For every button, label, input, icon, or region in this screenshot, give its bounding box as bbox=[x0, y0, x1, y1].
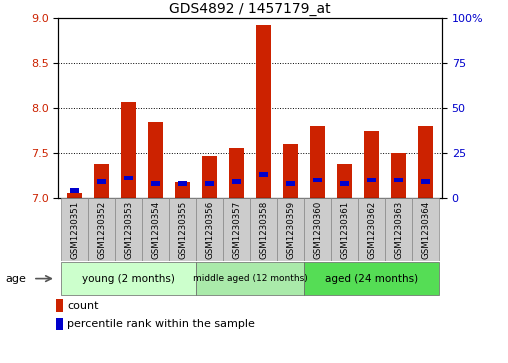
Bar bbox=[175, 182, 190, 198]
Bar bbox=[88, 199, 115, 261]
Bar bbox=[418, 126, 433, 198]
Bar bbox=[259, 172, 268, 177]
Bar bbox=[97, 179, 106, 184]
Bar bbox=[205, 181, 214, 186]
Bar bbox=[178, 181, 187, 186]
Bar bbox=[67, 193, 82, 198]
Text: percentile rank within the sample: percentile rank within the sample bbox=[67, 319, 255, 329]
Text: GSM1230360: GSM1230360 bbox=[313, 200, 322, 259]
Bar bbox=[421, 179, 430, 184]
Bar bbox=[412, 199, 439, 261]
Bar bbox=[61, 262, 196, 295]
Text: GSM1230363: GSM1230363 bbox=[394, 200, 403, 259]
Bar bbox=[232, 179, 241, 184]
Text: middle aged (12 months): middle aged (12 months) bbox=[193, 274, 307, 283]
Bar bbox=[358, 199, 385, 261]
Bar bbox=[277, 199, 304, 261]
Bar bbox=[151, 181, 161, 186]
Text: young (2 months): young (2 months) bbox=[82, 274, 175, 284]
Bar bbox=[340, 181, 350, 186]
Bar bbox=[331, 199, 358, 261]
Bar bbox=[364, 131, 379, 198]
Bar bbox=[124, 176, 134, 180]
Bar bbox=[70, 188, 79, 193]
Bar bbox=[148, 122, 163, 198]
Bar bbox=[385, 199, 412, 261]
Bar bbox=[256, 25, 271, 198]
Bar bbox=[115, 199, 142, 261]
Text: GSM1230358: GSM1230358 bbox=[259, 200, 268, 259]
Bar bbox=[121, 102, 136, 198]
Text: age: age bbox=[5, 274, 26, 284]
Text: GSM1230359: GSM1230359 bbox=[286, 200, 295, 259]
Bar bbox=[94, 164, 109, 198]
Bar bbox=[337, 164, 352, 198]
Bar bbox=[304, 262, 439, 295]
Text: count: count bbox=[67, 301, 99, 311]
Text: GSM1230351: GSM1230351 bbox=[70, 200, 79, 259]
Text: aged (24 months): aged (24 months) bbox=[325, 274, 418, 284]
Bar bbox=[391, 153, 406, 198]
Text: GSM1230357: GSM1230357 bbox=[232, 200, 241, 259]
Text: GSM1230352: GSM1230352 bbox=[97, 200, 106, 259]
Text: GSM1230355: GSM1230355 bbox=[178, 200, 187, 259]
Bar bbox=[196, 262, 304, 295]
Bar bbox=[394, 178, 403, 182]
Bar bbox=[56, 299, 63, 312]
Bar bbox=[313, 178, 323, 182]
Bar bbox=[196, 199, 223, 261]
Text: GSM1230354: GSM1230354 bbox=[151, 200, 160, 259]
Bar bbox=[310, 126, 325, 198]
Bar bbox=[61, 199, 88, 261]
Bar bbox=[250, 199, 277, 261]
Text: GSM1230353: GSM1230353 bbox=[124, 200, 133, 259]
Bar bbox=[169, 199, 196, 261]
Text: GSM1230356: GSM1230356 bbox=[205, 200, 214, 259]
Bar bbox=[56, 318, 63, 330]
Bar bbox=[283, 144, 298, 198]
Text: GSM1230361: GSM1230361 bbox=[340, 200, 349, 259]
Bar bbox=[367, 178, 376, 182]
Bar bbox=[286, 181, 296, 186]
Bar bbox=[223, 199, 250, 261]
Text: GSM1230362: GSM1230362 bbox=[367, 200, 376, 259]
Bar bbox=[202, 156, 217, 198]
Text: GSM1230364: GSM1230364 bbox=[421, 200, 430, 259]
Bar bbox=[304, 199, 331, 261]
Text: GDS4892 / 1457179_at: GDS4892 / 1457179_at bbox=[169, 2, 331, 16]
Bar bbox=[229, 148, 244, 198]
Bar bbox=[142, 199, 169, 261]
